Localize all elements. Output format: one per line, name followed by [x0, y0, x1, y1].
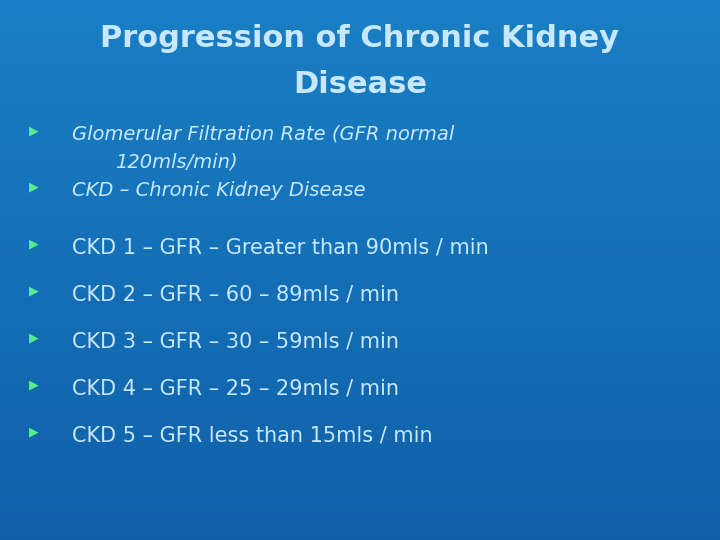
Bar — [0, 198, 720, 207]
Bar — [0, 207, 720, 216]
Text: CKD 3 – GFR – 30 – 59mls / min: CKD 3 – GFR – 30 – 59mls / min — [72, 332, 399, 352]
Bar — [0, 504, 720, 513]
Bar — [0, 9, 720, 18]
Text: ▶: ▶ — [29, 426, 38, 438]
Bar — [0, 369, 720, 378]
Bar — [0, 99, 720, 108]
Bar — [0, 288, 720, 297]
Bar — [0, 216, 720, 225]
Text: Disease: Disease — [293, 70, 427, 99]
Text: CKD 1 – GFR – Greater than 90mls / min: CKD 1 – GFR – Greater than 90mls / min — [72, 238, 489, 258]
Bar — [0, 261, 720, 270]
Bar — [0, 162, 720, 171]
Bar — [0, 225, 720, 234]
Bar — [0, 270, 720, 279]
Bar — [0, 351, 720, 360]
Text: CKD – Chronic Kidney Disease: CKD – Chronic Kidney Disease — [72, 181, 366, 200]
Text: ▶: ▶ — [29, 238, 38, 251]
Text: ▶: ▶ — [29, 124, 38, 137]
Bar — [0, 108, 720, 117]
Text: ▶: ▶ — [29, 379, 38, 392]
Bar — [0, 459, 720, 468]
Bar — [0, 486, 720, 495]
Bar — [0, 306, 720, 315]
Bar — [0, 63, 720, 72]
Text: Glomerular Filtration Rate (GFR normal: Glomerular Filtration Rate (GFR normal — [72, 124, 454, 143]
Bar — [0, 180, 720, 189]
Bar — [0, 333, 720, 342]
Text: CKD 5 – GFR less than 15mls / min: CKD 5 – GFR less than 15mls / min — [72, 426, 433, 446]
Bar — [0, 0, 720, 9]
Bar — [0, 72, 720, 81]
Bar — [0, 360, 720, 369]
Bar — [0, 324, 720, 333]
Text: ▶: ▶ — [29, 332, 38, 345]
Text: CKD 4 – GFR – 25 – 29mls / min: CKD 4 – GFR – 25 – 29mls / min — [72, 379, 399, 399]
Bar — [0, 342, 720, 351]
Bar — [0, 135, 720, 144]
Bar — [0, 495, 720, 504]
Text: CKD 2 – GFR – 60 – 89mls / min: CKD 2 – GFR – 60 – 89mls / min — [72, 285, 399, 305]
Bar — [0, 405, 720, 414]
Bar — [0, 153, 720, 162]
Bar — [0, 279, 720, 288]
Bar — [0, 126, 720, 135]
Bar — [0, 144, 720, 153]
Bar — [0, 477, 720, 486]
Bar — [0, 522, 720, 531]
Bar — [0, 387, 720, 396]
Bar — [0, 513, 720, 522]
Bar — [0, 297, 720, 306]
Bar — [0, 414, 720, 423]
Bar — [0, 450, 720, 459]
Text: 120mls/min): 120mls/min) — [115, 152, 238, 171]
Bar — [0, 18, 720, 27]
Bar — [0, 468, 720, 477]
Bar — [0, 441, 720, 450]
Bar — [0, 54, 720, 63]
Bar — [0, 243, 720, 252]
Bar — [0, 27, 720, 36]
Bar — [0, 531, 720, 540]
Bar — [0, 234, 720, 243]
Bar — [0, 432, 720, 441]
Text: Progression of Chronic Kidney: Progression of Chronic Kidney — [101, 24, 619, 53]
Bar — [0, 36, 720, 45]
Bar — [0, 117, 720, 126]
Bar — [0, 396, 720, 405]
Bar — [0, 45, 720, 54]
Bar — [0, 378, 720, 387]
Text: ▶: ▶ — [29, 285, 38, 298]
Text: ▶: ▶ — [29, 181, 38, 194]
Bar — [0, 315, 720, 324]
Bar — [0, 171, 720, 180]
Bar — [0, 90, 720, 99]
Bar — [0, 252, 720, 261]
Bar — [0, 81, 720, 90]
Bar — [0, 423, 720, 432]
Bar — [0, 189, 720, 198]
